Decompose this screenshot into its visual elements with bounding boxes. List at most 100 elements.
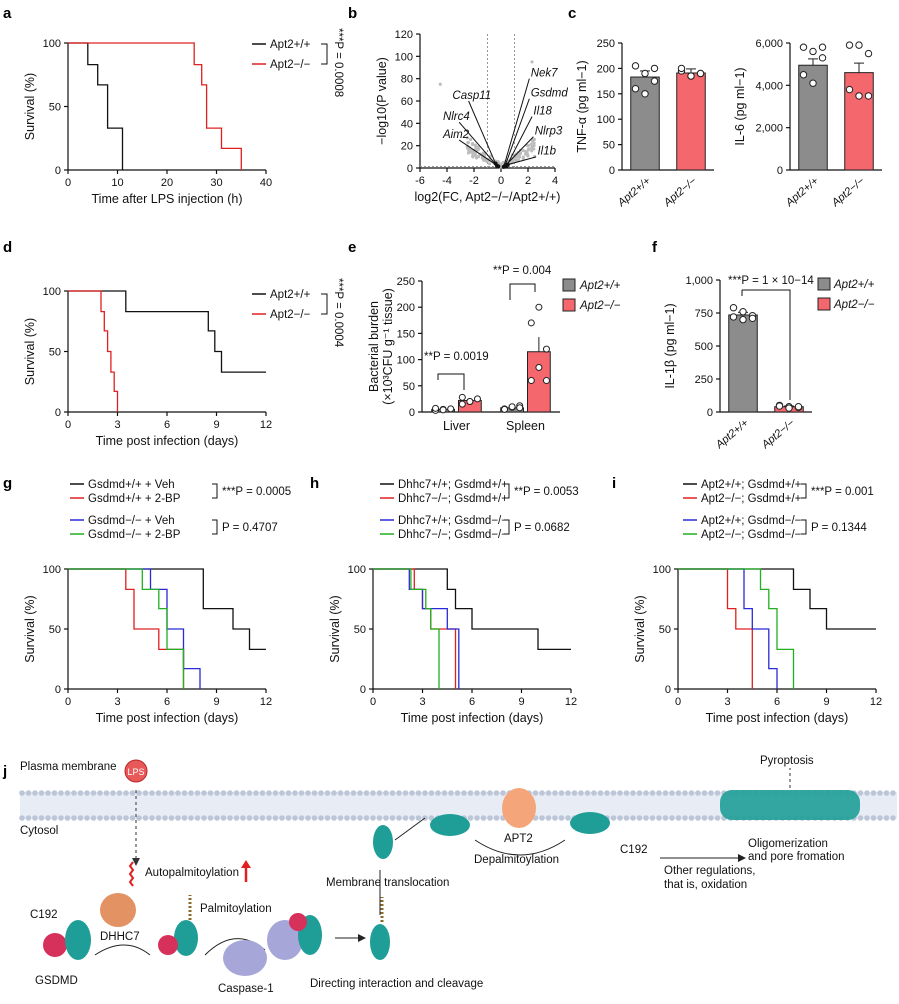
panel-label-i: i	[612, 475, 616, 492]
panel-g-pvalue: P = 0.4707	[222, 522, 278, 534]
panel-a-xtick-label: 40	[260, 177, 272, 189]
panel-b-ytick-label: 120	[395, 29, 413, 41]
panel-h-xlabel: Time post infection (days)	[401, 711, 544, 725]
panel-c1-category-label: Apt2+/+	[615, 175, 653, 210]
pore-label: and pore fromation	[748, 851, 845, 863]
panel-e-data-point	[508, 403, 516, 411]
panel-f-ylabel: IL-1β (pg ml−1)	[663, 303, 677, 388]
membrane-head	[532, 790, 539, 796]
membrane-gsdmd-1	[373, 825, 393, 859]
panel-c1-ytick-label: 0	[609, 165, 615, 177]
panel-f-legend-label: Apt2+/+	[833, 279, 875, 291]
panel-f-data-point	[785, 404, 793, 412]
panel-e-ylabel: Bacterial burden	[367, 301, 381, 392]
membrane-head	[142, 815, 149, 821]
membrane-head	[610, 790, 617, 796]
membrane-head	[857, 815, 864, 821]
membrane-head	[467, 790, 474, 796]
membrane-head	[233, 815, 240, 821]
lps-arrowhead	[132, 858, 140, 866]
panel-e-ytick-label: 250	[397, 276, 415, 288]
membrane-head	[32, 815, 38, 821]
panel-c2-data-point	[809, 79, 817, 87]
membrane-head	[97, 790, 103, 796]
membrane-head	[110, 790, 116, 796]
panel-c2-ytick-label: 4,000	[755, 80, 783, 92]
panel-b-point	[466, 151, 471, 155]
panel-d-bracket	[321, 293, 328, 315]
membrane-head	[604, 790, 610, 796]
membrane-head	[77, 815, 84, 821]
panel-b-point	[521, 155, 525, 159]
membrane-head	[883, 815, 890, 821]
panel-g-series-1	[68, 568, 185, 689]
membrane-head	[246, 790, 253, 796]
membrane-head	[396, 790, 402, 796]
membrane-head	[688, 790, 695, 796]
panel-i-legend-label: Apt2−/−; Gsdmd+/+	[701, 493, 802, 505]
panel-f-axes: 0 250 500 750 1,000 IL-1β (pg ml−1)	[663, 275, 812, 419]
gsdmd-label: GSDMD	[35, 975, 78, 987]
panel-c1-ytick-label: 100	[597, 114, 615, 126]
membrane-head	[357, 815, 363, 821]
membrane-head	[701, 790, 708, 796]
panel-label-j: j	[2, 763, 7, 780]
membrane-head	[688, 815, 695, 821]
panel-b-gene-label: Casp11	[452, 90, 491, 102]
depalm-arrow	[474, 839, 566, 856]
panel-f-category-label: Apt2+/+	[713, 417, 751, 452]
membrane-head	[227, 815, 233, 821]
panel-b-ytick-label: 60	[401, 96, 413, 108]
membrane-head	[409, 790, 415, 796]
gsdmd-n-domain	[43, 933, 67, 957]
panel-c2-data-point	[864, 92, 873, 100]
panel-c1-ytick-label: 50	[603, 140, 615, 152]
cleaved-gsdmd	[370, 924, 390, 960]
panel-i-ylabel: Survival (%)	[633, 595, 647, 662]
panel-e-data-point	[542, 377, 550, 385]
membrane-head	[38, 815, 45, 821]
membrane-head	[331, 815, 337, 821]
panel-b-point	[438, 82, 442, 86]
panel-c1-ylabel: TNF-α (pg ml−1)	[575, 60, 589, 152]
palm-gsdmd	[174, 920, 198, 956]
membrane-head	[864, 815, 870, 821]
panel-b-gene-label: Aim2	[442, 129, 470, 141]
panel-h-series-1	[373, 568, 457, 689]
membrane-head	[266, 815, 272, 821]
panel-b-gene-label: Nek7	[531, 67, 558, 79]
membrane-head	[149, 815, 155, 821]
membrane-head	[110, 815, 116, 821]
membrane-head	[227, 790, 233, 796]
panel-i-axes: 0 3 6 9 12 0 50 100 Time post infection (days) Su…	[633, 564, 882, 725]
panel-b-xtick-label: -2	[469, 175, 479, 187]
membrane-head	[123, 790, 129, 796]
panel-a-ylabel: Survival (%)	[23, 73, 37, 140]
membrane-head	[623, 790, 630, 796]
panel-a-xtick-label: 30	[210, 177, 222, 189]
panel-b-xtick-label: 2	[525, 175, 531, 187]
panel-e-data-point	[542, 345, 550, 353]
panel-i-ytick-label: 0	[665, 684, 671, 696]
membrane-head	[305, 790, 311, 796]
membrane-head	[623, 815, 630, 821]
panel-i-bracket	[801, 519, 807, 535]
panel-i-series-3	[678, 568, 795, 689]
membrane-head	[253, 790, 259, 796]
membrane-head	[292, 790, 298, 796]
panel-c1-data-point	[641, 90, 649, 98]
panel-b-gene-leader	[507, 156, 537, 166]
membrane-head	[877, 815, 883, 821]
panel-c2-data-point	[799, 43, 808, 51]
lps-circle	[124, 759, 148, 783]
depalm-gsdmd	[570, 812, 610, 834]
membrane-head	[714, 790, 721, 796]
membrane-head	[337, 790, 344, 796]
panel-d-xtick-label: 12	[260, 419, 272, 431]
membrane-head	[58, 815, 64, 821]
panel-b-point	[471, 150, 476, 154]
up-arrowhead	[241, 860, 251, 868]
panel-c1-data-point	[696, 69, 705, 78]
membrane-head	[149, 790, 155, 796]
panel-g-legend-label: Gsdmd+/+ + 2-BP	[88, 493, 181, 505]
